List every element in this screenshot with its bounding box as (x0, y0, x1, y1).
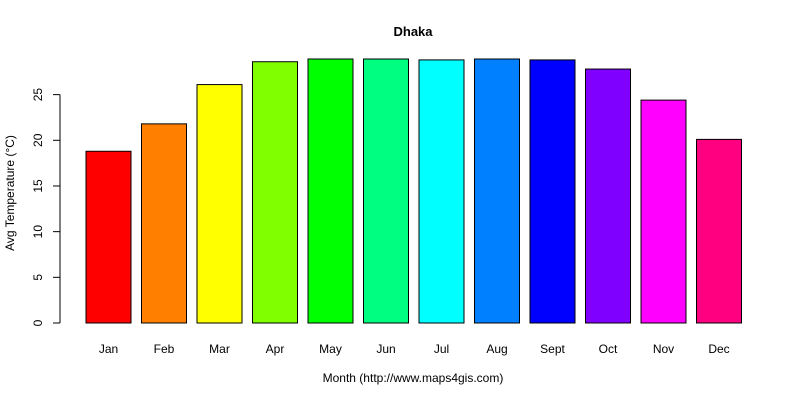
x-tick-label: Oct (599, 342, 618, 356)
x-tick-label: Apr (266, 342, 285, 356)
x-axis-label: Month (http://www.maps4gis.com) (323, 371, 504, 385)
bar-sept (529, 59, 576, 324)
y-tick-label: 15 (31, 179, 45, 193)
x-tick-label: Feb (154, 342, 175, 356)
x-tick-label: Aug (486, 342, 507, 356)
bar-nov (640, 99, 687, 324)
y-axis-label: Avg Temperature (°C) (3, 135, 17, 251)
bar-jan (85, 150, 132, 324)
y-tick-label: 0 (31, 319, 45, 326)
y-tick-label: 5 (31, 274, 45, 281)
x-tick-labels: Jan Feb Mar Apr May Jun Jul Aug Sept Oct Nov Dec (99, 342, 730, 356)
x-tick-label: Sept (540, 342, 565, 356)
bar-feb (141, 123, 187, 324)
chart-title: Dhaka (393, 24, 433, 39)
x-tick-label: Nov (653, 342, 674, 356)
x-tick-label: Jul (434, 342, 449, 356)
y-tick-label: 25 (31, 88, 45, 102)
x-tick-label: Dec (708, 342, 729, 356)
x-tick-label: Mar (209, 342, 230, 356)
y-tick-label: 10 (31, 225, 45, 239)
y-axis: 0 5 10 15 20 25 (31, 88, 61, 326)
bar-jul (418, 59, 465, 324)
x-tick-label: May (319, 342, 342, 356)
bar-dec (696, 138, 742, 324)
x-tick-label: Jan (99, 342, 118, 356)
y-tick-label: 20 (31, 133, 45, 147)
bar-may (307, 58, 354, 324)
bar-apr (252, 61, 298, 324)
bar-oct (585, 68, 631, 324)
x-tick-label: Jun (376, 342, 395, 356)
bar-aug (474, 58, 520, 324)
bar-jun (363, 58, 409, 324)
bar-mar (196, 84, 243, 324)
bars (85, 58, 742, 324)
